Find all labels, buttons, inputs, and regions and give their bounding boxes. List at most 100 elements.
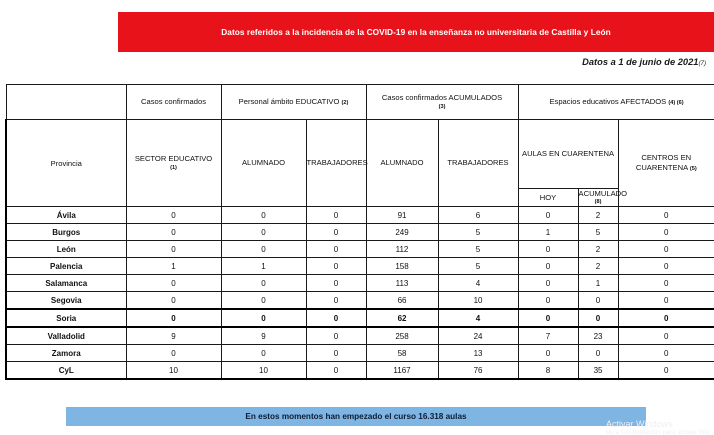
cell-sector-educativo: 10 <box>125 361 222 380</box>
report-date-footnote: (7) <box>698 60 706 67</box>
cell-alumnado-acumulado: 58 <box>365 344 439 362</box>
cell-alumnado-personal: 0 <box>220 274 307 292</box>
cell-alumnado-acumulado: 62 <box>365 308 439 328</box>
column-header-alumnado-personal: ALUMNADO <box>220 119 307 207</box>
report-date: Datos a 1 de junio de 2021(7) <box>582 57 706 67</box>
cell-provincia: Valladolid <box>5 326 127 345</box>
group-header-espacios-educativos: Espacios educativos AFECTADOS (4) (6) <box>517 84 714 120</box>
cell-alumnado-acumulado: 66 <box>365 291 439 310</box>
group-header-espacios-footnote: (4) (6) <box>668 100 684 106</box>
cell-sector-educativo: 0 <box>125 240 222 258</box>
cell-aulas-hoy: 0 <box>517 308 579 328</box>
cell-aulas-acumulado: 2 <box>577 257 619 275</box>
column-header-sector-educativo: SECTOR EDUCATIVO (1) <box>125 119 222 207</box>
cell-sector-educativo: 9 <box>125 326 222 345</box>
column-header-centros-label: CENTROS EN CUARENTENA <box>635 152 692 172</box>
cell-trabajadores-personal: 0 <box>305 274 367 292</box>
header-row-aulas-subcolumns: HOY ACUMULADO (8) <box>6 187 714 208</box>
cell-sector-educativo: 0 <box>125 344 222 362</box>
footer-banner: En estos momentos han empezado el curso … <box>66 407 646 426</box>
column-header-provincia: Provincia <box>5 119 127 207</box>
cell-centros: 0 <box>617 344 714 362</box>
covid-data-table-wrapper: Casos confirmados Personal ámbito EDUCAT… <box>5 84 714 380</box>
cell-trabajadores-acumulado: 4 <box>437 274 519 292</box>
column-header-aulas-acumulado-footnote: (8) <box>594 199 602 206</box>
cell-trabajadores-personal: 0 <box>305 344 367 362</box>
table-row: León 0 0 0 112 5 0 2 0 <box>5 240 714 258</box>
cell-provincia: Salamanca <box>5 274 127 292</box>
group-header-personal-ambito-label: Personal ámbito EDUCATIVO <box>238 97 340 106</box>
activate-windows-watermark: Activar Windows Ve a Configuración para … <box>606 419 710 435</box>
column-header-aulas-en-cuarentena: AULAS EN CUARENTENA <box>517 119 619 189</box>
cell-trabajadores-personal: 0 <box>305 223 367 241</box>
cell-aulas-hoy: 0 <box>517 344 579 362</box>
cell-alumnado-acumulado: 112 <box>365 240 439 258</box>
cell-centros: 0 <box>617 240 714 258</box>
cell-alumnado-acumulado: 158 <box>365 257 439 275</box>
cell-trabajadores-personal: 0 <box>305 361 367 380</box>
cell-centros: 0 <box>617 291 714 310</box>
cell-aulas-hoy: 1 <box>517 223 579 241</box>
cell-centros: 0 <box>617 223 714 241</box>
column-header-alumnado-acumulado: ALUMNADO <box>365 119 439 207</box>
group-header-casos-acumulados-footnote: (3) <box>438 103 446 110</box>
cell-alumnado-personal: 0 <box>220 344 307 362</box>
cell-alumnado-personal: 0 <box>220 223 307 241</box>
cell-alumnado-personal: 0 <box>220 291 307 310</box>
column-header-trabajadores-personal: TRABAJADORES <box>305 119 368 207</box>
cell-provincia: Palencia <box>5 257 127 275</box>
cell-alumnado-personal: 0 <box>220 308 307 328</box>
cell-aulas-hoy: 0 <box>517 257 579 275</box>
column-header-centros-en-cuarentena: CENTROS EN CUARENTENA (5) <box>617 119 714 207</box>
cell-aulas-acumulado: 0 <box>577 344 619 362</box>
cell-trabajadores-acumulado: 13 <box>437 344 519 362</box>
cell-sector-educativo: 0 <box>125 274 222 292</box>
cell-sector-educativo: 0 <box>125 223 222 241</box>
table-row: Segovia 0 0 0 66 10 0 0 0 <box>5 291 714 310</box>
watermark-line-1: Activar Windows <box>606 419 673 429</box>
cell-provincia: Ávila <box>5 206 127 224</box>
table-row: Burgos 0 0 0 249 5 1 5 0 <box>5 223 714 241</box>
cell-trabajadores-personal: 0 <box>305 326 367 345</box>
cell-centros: 0 <box>617 361 714 380</box>
cell-trabajadores-acumulado: 6 <box>437 206 519 224</box>
table-row: Ávila 0 0 0 91 6 0 2 0 <box>5 206 714 224</box>
cell-alumnado-acumulado: 91 <box>365 206 439 224</box>
cell-trabajadores-personal: 0 <box>305 206 367 224</box>
cell-centros: 0 <box>617 274 714 292</box>
column-header-sector-educativo-label: SECTOR EDUCATIVO <box>134 153 213 163</box>
cell-trabajadores-acumulado: 5 <box>437 223 519 241</box>
cell-aulas-acumulado: 5 <box>577 223 619 241</box>
banner-title: Datos referidos a la incidencia de la CO… <box>221 27 611 37</box>
covid-data-table: Casos confirmados Personal ámbito EDUCAT… <box>5 84 714 380</box>
title-banner: Datos referidos a la incidencia de la CO… <box>118 12 714 52</box>
cell-centros: 0 <box>617 206 714 224</box>
cell-sector-educativo: 1 <box>125 257 222 275</box>
group-header-personal-ambito-footnote: (2) <box>341 100 349 106</box>
cell-alumnado-acumulado: 249 <box>365 223 439 241</box>
cell-aulas-hoy: 0 <box>517 291 579 310</box>
table-row: Palencia 1 1 0 158 5 0 2 0 <box>5 257 714 275</box>
cell-alumnado-acumulado: 113 <box>365 274 439 292</box>
cell-trabajadores-personal: 0 <box>305 240 367 258</box>
cell-trabajadores-acumulado: 76 <box>437 361 519 380</box>
column-header-centros-footnote: (5) <box>689 165 697 172</box>
group-header-casos-acumulados-label: Casos confirmados ACUMULADOS <box>381 93 503 103</box>
cell-aulas-hoy: 7 <box>517 326 579 345</box>
cell-alumnado-acumulado: 258 <box>365 326 439 345</box>
cell-trabajadores-personal: 0 <box>305 291 367 310</box>
column-header-sector-educativo-footnote: (1) <box>170 164 177 171</box>
column-header-trabajadores-acumulado: TRABAJADORES <box>437 119 519 207</box>
cell-trabajadores-personal: 0 <box>305 257 367 275</box>
cell-alumnado-personal: 1 <box>220 257 307 275</box>
cell-aulas-acumulado: 23 <box>577 326 619 345</box>
header-row-groups: Casos confirmados Personal ámbito EDUCAT… <box>5 84 714 120</box>
cell-provincia: CyL <box>5 361 127 380</box>
table-row: Salamanca 0 0 0 113 4 0 1 0 <box>5 274 714 292</box>
cell-provincia: Burgos <box>5 223 127 241</box>
table-row: CyL 10 10 0 1167 76 8 35 0 <box>5 361 714 380</box>
cell-alumnado-personal: 9 <box>220 326 307 345</box>
cell-trabajadores-personal: 0 <box>305 308 367 328</box>
watermark-line-2: Ve a Configuración para activar Windows. <box>606 429 710 435</box>
cell-centros: 0 <box>617 326 714 345</box>
